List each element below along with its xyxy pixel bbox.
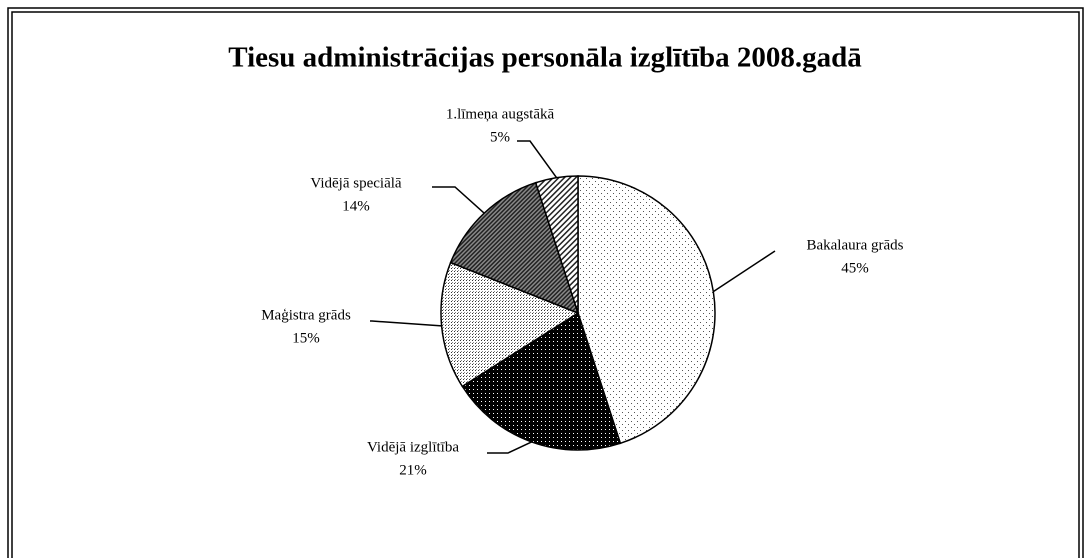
leader-line — [712, 250, 776, 293]
leader-line — [370, 320, 442, 327]
chart-title: Tiesu administrācijas personāla izglītīb… — [228, 42, 862, 74]
slice-label: Vidējā izglītība — [367, 439, 459, 455]
slice-label: Maģistra grāds — [261, 307, 351, 323]
slice-value-label: 45% — [841, 260, 869, 276]
leader-line — [432, 186, 485, 214]
pie-slice — [534, 175, 579, 314]
frame — [7, 7, 1084, 558]
slice-value-label: 21% — [399, 462, 427, 478]
slice-value-label: 15% — [292, 330, 320, 346]
slice-value-label: 14% — [342, 198, 370, 214]
pie-slice — [461, 311, 622, 451]
slice-label: Vidējā speciālā — [310, 175, 401, 191]
slice-label: 1.līmeņa augstākā — [446, 106, 555, 122]
pie-slice — [440, 261, 580, 388]
leader-line — [487, 441, 532, 454]
slice-label: Bakalaura grāds — [806, 237, 903, 253]
leader-line — [517, 140, 558, 179]
slice-value-label: 5% — [490, 129, 510, 145]
